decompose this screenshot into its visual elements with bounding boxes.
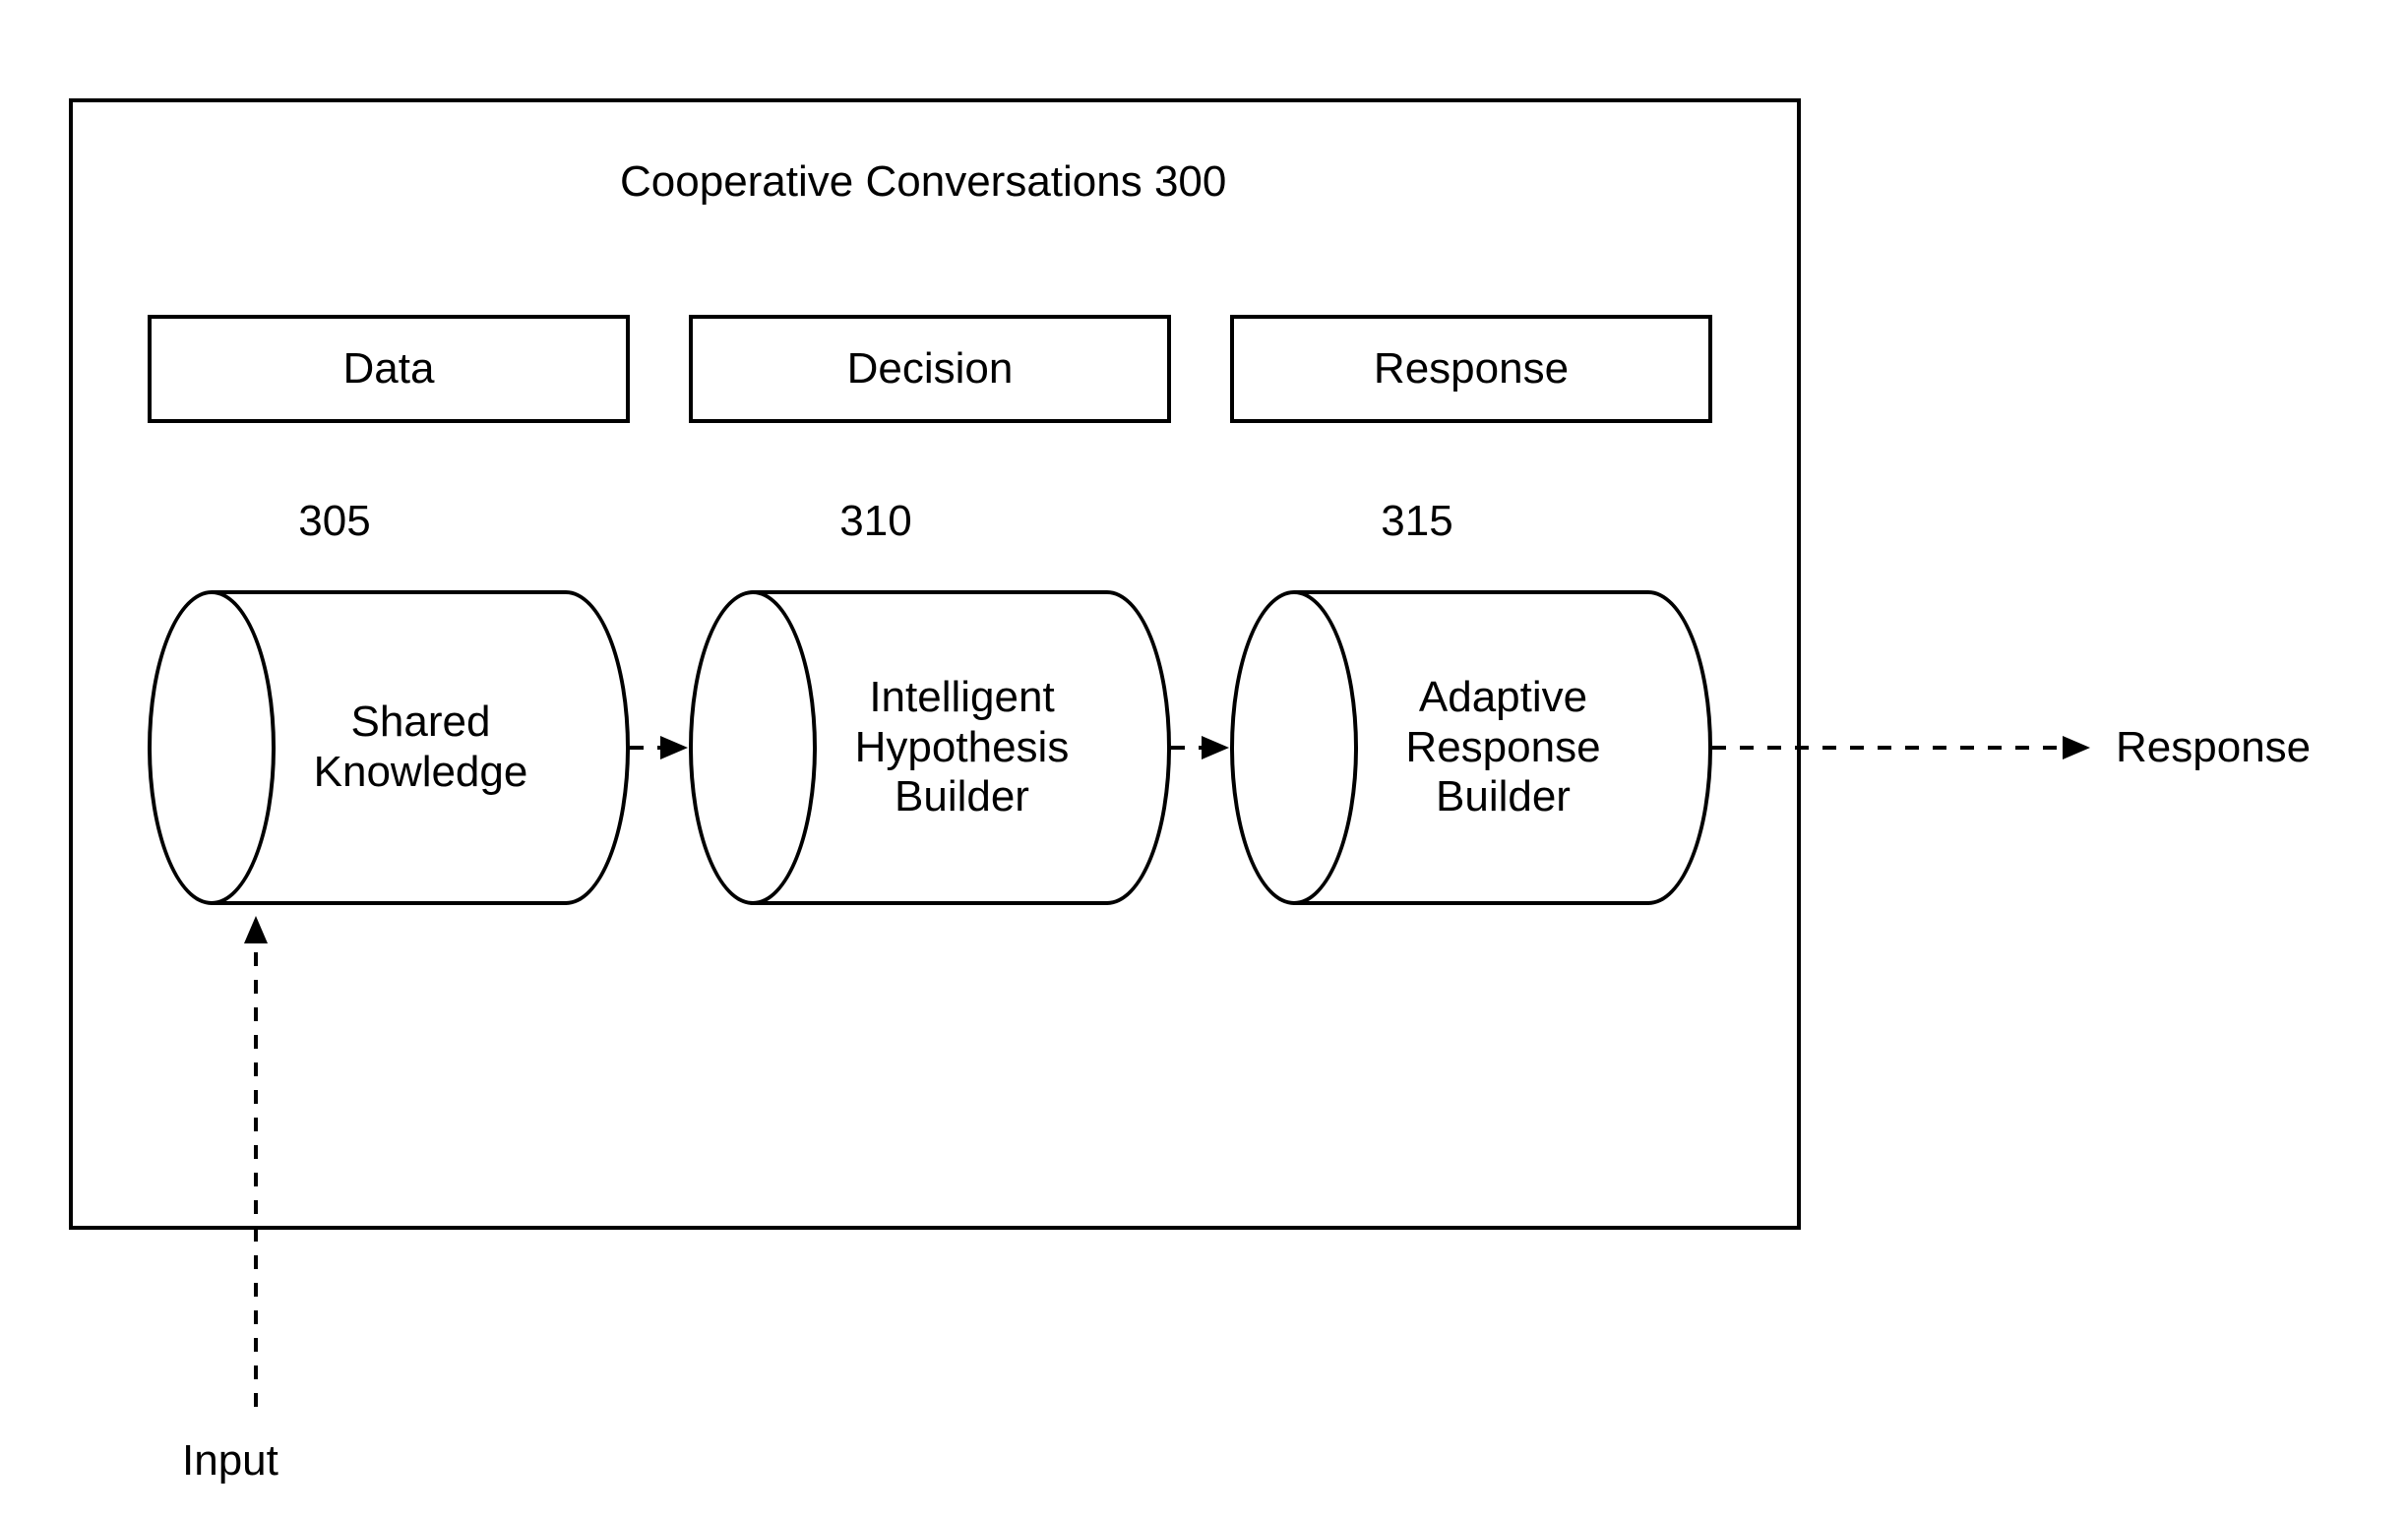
diagram-title: Cooperative Conversations 300 — [620, 157, 1226, 207]
cylinder-label: IntelligentHypothesisBuilder — [817, 590, 1107, 905]
cylinder-label: AdaptiveResponseBuilder — [1358, 590, 1648, 905]
header-box-decision: Decision — [689, 315, 1171, 423]
cylinder-cap-left — [689, 590, 817, 905]
header-label: Data — [343, 344, 435, 394]
cylinder-label: SharedKnowledge — [276, 590, 566, 905]
cylinder-shared-knowledge: SharedKnowledge — [148, 590, 630, 905]
header-label: Decision — [847, 344, 1014, 394]
header-label: Response — [1374, 344, 1569, 394]
input-label: Input — [182, 1436, 278, 1486]
reference-number: 305 — [276, 497, 394, 546]
reference-number: 310 — [817, 497, 935, 546]
diagram-stage: Cooperative Conversations 300 Data Decis… — [0, 0, 2408, 1517]
output-label-response: Response — [2116, 723, 2311, 772]
cylinder-cap-left — [1230, 590, 1358, 905]
reference-number: 315 — [1358, 497, 1476, 546]
header-box-data: Data — [148, 315, 630, 423]
cylinder-cap-left — [148, 590, 276, 905]
cylinder-hypothesis-builder: IntelligentHypothesisBuilder — [689, 590, 1171, 905]
header-box-response: Response — [1230, 315, 1712, 423]
cylinder-response-builder: AdaptiveResponseBuilder — [1230, 590, 1712, 905]
